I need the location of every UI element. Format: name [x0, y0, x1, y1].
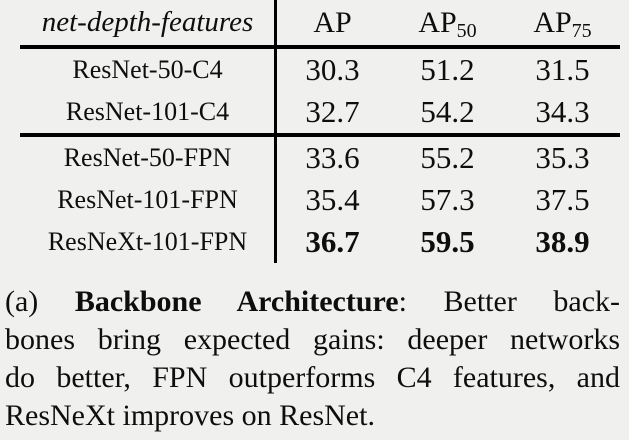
cell-ap: 36.7 — [305, 224, 360, 259]
table-row-best: ResNeXt-101-FPN 36.7 59.5 38.9 — [20, 221, 620, 263]
cell-ap50: 51.2 — [420, 52, 475, 87]
ap50-label: AP — [418, 5, 457, 39]
ap50-sub: 50 — [456, 19, 477, 42]
group-divider-rule — [20, 133, 620, 137]
header-rule — [20, 45, 620, 49]
table-row: ResNet-50-C4 30.3 51.2 31.5 — [20, 49, 620, 91]
column-header-ap50: AP50 — [390, 5, 505, 42]
table-row: ResNet-50-FPN 33.6 55.2 35.3 — [20, 137, 620, 179]
column-divider-line — [274, 0, 277, 263]
cell-ap50: 57.3 — [420, 182, 475, 217]
results-table: net-depth-features AP AP50 AP75 ResNet-5… — [20, 0, 620, 263]
caption-line-4: ResNeXt improves on ResNet. — [5, 399, 375, 432]
row-label: ResNet-50-FPN — [63, 143, 232, 172]
table-header-row: net-depth-features AP AP50 AP75 — [20, 0, 620, 45]
caption-line-1-rest: : Better back- — [398, 285, 620, 318]
cell-ap: 33.6 — [305, 140, 360, 175]
cell-ap75: 34.3 — [535, 94, 590, 129]
cell-ap: 32.7 — [305, 94, 360, 129]
caption-index: (a) — [5, 285, 75, 318]
row-label: ResNet-50-C4 — [72, 55, 223, 84]
column-header-ap75: AP75 — [505, 5, 620, 42]
table-row: ResNet-101-FPN 35.4 57.3 37.5 — [20, 179, 620, 221]
cell-ap75: 38.9 — [535, 224, 590, 259]
ap-label: AP — [313, 5, 352, 39]
ap75-sub: 75 — [571, 19, 592, 42]
cell-ap75: 35.3 — [535, 140, 590, 175]
caption-line-3: do better, FPN outperforms C4 features, … — [5, 361, 620, 394]
caption-line-1: (a) Backbone Architecture: Better back- — [5, 283, 620, 321]
cell-ap: 30.3 — [305, 52, 360, 87]
cell-ap75: 37.5 — [535, 182, 590, 217]
cell-ap50: 59.5 — [420, 224, 475, 259]
subtable-caption: (a) Backbone Architecture: Better back- … — [5, 283, 620, 435]
cell-ap75: 31.5 — [535, 52, 590, 87]
table-row: ResNet-101-C4 32.7 54.2 34.3 — [20, 91, 620, 133]
ap75-label: AP — [533, 5, 572, 39]
row-label: ResNet-101-FPN — [57, 185, 238, 214]
caption-line-2: bones bring expected gains: deeper netwo… — [5, 323, 620, 356]
row-label: ResNet-101-C4 — [65, 97, 230, 126]
cell-ap50: 55.2 — [420, 140, 475, 175]
column-header-ap: AP — [275, 6, 390, 40]
cell-ap: 35.4 — [305, 182, 360, 217]
cell-ap50: 54.2 — [420, 94, 475, 129]
row-label: ResNeXt-101-FPN — [47, 227, 248, 256]
header-feature-label: net-depth-features — [41, 6, 254, 38]
caption-title: Backbone Architecture — [74, 285, 399, 318]
